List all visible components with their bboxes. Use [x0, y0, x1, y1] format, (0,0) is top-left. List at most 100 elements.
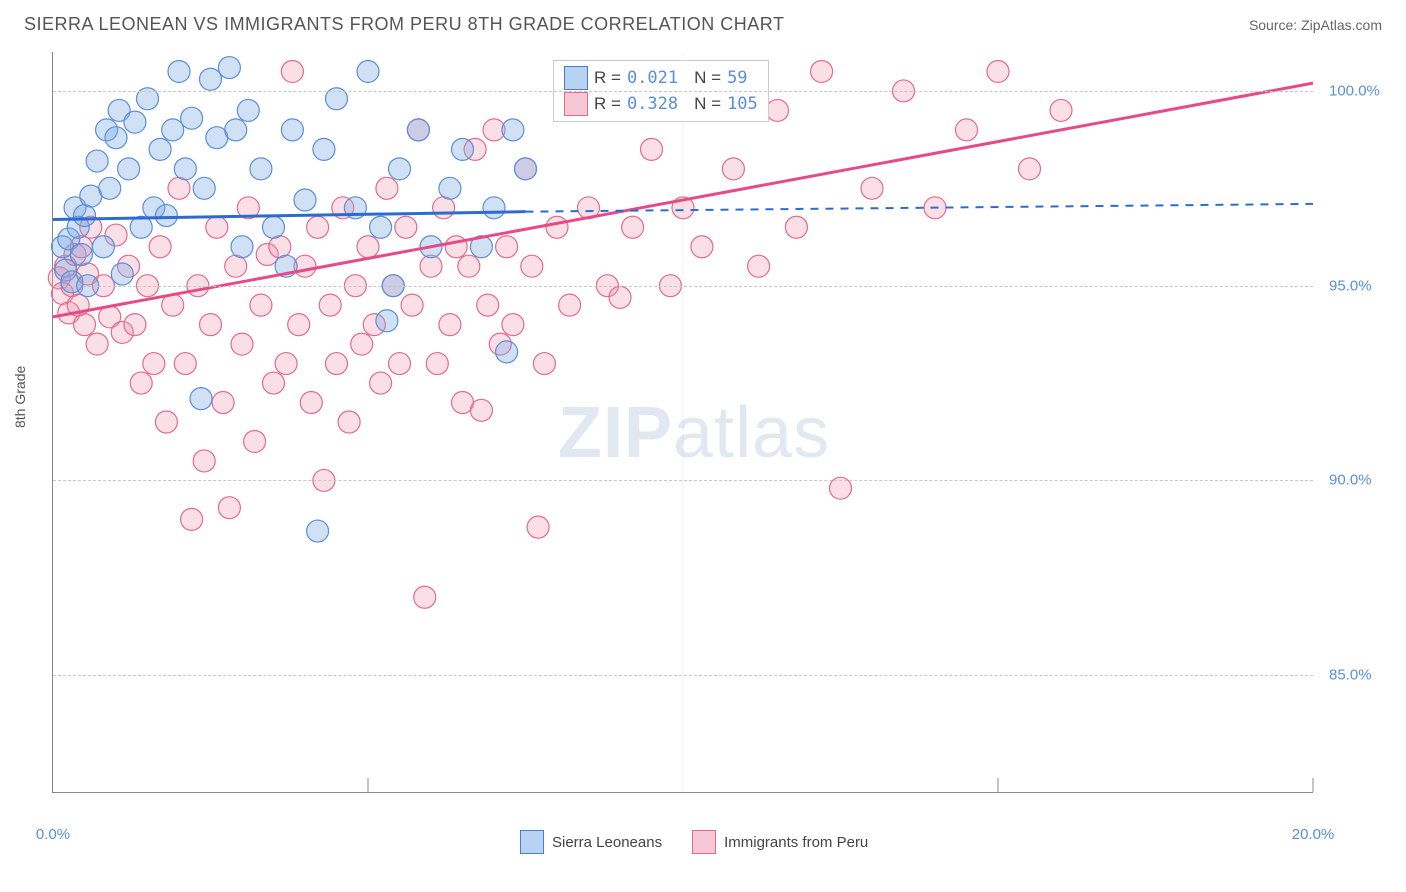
pink-point — [1050, 99, 1072, 121]
pink-point — [218, 497, 240, 519]
y-tick-label: 85.0% — [1329, 667, 1372, 684]
blue-point — [225, 119, 247, 141]
bottom-legend-item: Immigrants from Peru — [692, 830, 868, 854]
pink-point — [458, 255, 480, 277]
blue-point — [200, 68, 222, 90]
blue-point — [231, 236, 253, 258]
pink-point — [376, 177, 398, 199]
stats-r-value: 0.021 — [627, 65, 678, 91]
pink-point — [527, 516, 549, 538]
blue-point — [218, 57, 240, 79]
pink-point — [445, 236, 467, 258]
pink-point — [124, 314, 146, 336]
gridline-h — [53, 286, 1313, 287]
pink-point — [426, 353, 448, 375]
pink-point — [785, 216, 807, 238]
pink-point — [767, 99, 789, 121]
pink-point — [244, 430, 266, 452]
blue-point — [250, 158, 272, 180]
x-tick-label: 0.0% — [36, 826, 70, 843]
pink-point — [420, 255, 442, 277]
pink-point — [288, 314, 310, 336]
blue-point — [515, 158, 537, 180]
blue-point — [376, 310, 398, 332]
pink-point — [86, 333, 108, 355]
legend-swatch — [564, 92, 588, 116]
y-tick-label: 95.0% — [1329, 277, 1372, 294]
pink-point — [861, 177, 883, 199]
blue-point — [452, 138, 474, 160]
bottom-legend: Sierra Leoneans Immigrants from Peru — [520, 830, 868, 854]
pink-point — [622, 216, 644, 238]
pink-point — [722, 158, 744, 180]
blue-point — [313, 138, 335, 160]
blue-point — [502, 119, 524, 141]
blue-point — [370, 216, 392, 238]
pink-point — [143, 353, 165, 375]
blue-point — [124, 111, 146, 133]
y-tick-label: 90.0% — [1329, 472, 1372, 489]
legend-swatch — [564, 66, 588, 90]
blue-point — [174, 158, 196, 180]
pink-point — [174, 353, 196, 375]
stats-r-label: R = — [594, 91, 621, 117]
stats-r-value: 0.328 — [627, 91, 678, 117]
pink-point — [351, 333, 373, 355]
pink-point — [641, 138, 663, 160]
blue-trend-line — [53, 212, 526, 220]
bottom-legend-item: Sierra Leoneans — [520, 830, 662, 854]
chart-svg — [53, 52, 1313, 792]
gridline-h — [53, 675, 1313, 676]
pink-point — [231, 333, 253, 355]
pink-point — [502, 314, 524, 336]
blue-point — [86, 150, 108, 172]
legend-swatch — [520, 830, 544, 854]
blue-point — [162, 119, 184, 141]
stats-n-value: 105 — [727, 91, 758, 117]
pink-point — [250, 294, 272, 316]
pink-point — [433, 197, 455, 219]
blue-point — [496, 341, 518, 363]
blue-point — [389, 158, 411, 180]
pink-point — [389, 353, 411, 375]
pink-point — [281, 60, 303, 82]
pink-point — [609, 286, 631, 308]
stats-legend-row: R =0.021N = 59 — [564, 65, 758, 91]
blue-point — [111, 263, 133, 285]
chart-header: SIERRA LEONEAN VS IMMIGRANTS FROM PERU 8… — [24, 14, 1382, 35]
pink-point — [395, 216, 417, 238]
legend-label: Sierra Leoneans — [552, 834, 662, 851]
stats-n-label: N = — [694, 91, 721, 117]
pink-point — [168, 177, 190, 199]
gridline-h — [53, 480, 1313, 481]
pink-point — [149, 236, 171, 258]
blue-point — [439, 177, 461, 199]
blue-point — [281, 119, 303, 141]
legend-swatch — [692, 830, 716, 854]
blue-point — [190, 388, 212, 410]
pink-point — [319, 294, 341, 316]
pink-point — [326, 353, 348, 375]
blue-point — [193, 177, 215, 199]
pink-point — [74, 314, 96, 336]
blue-point — [294, 189, 316, 211]
blue-point — [307, 520, 329, 542]
pink-point — [496, 236, 518, 258]
pink-point — [200, 314, 222, 336]
blue-point — [70, 244, 92, 266]
blue-point — [168, 60, 190, 82]
pink-point — [521, 255, 543, 277]
pink-point — [155, 411, 177, 433]
pink-point — [811, 60, 833, 82]
pink-point — [414, 586, 436, 608]
plot-area: ZIPatlas R =0.021N = 59R =0.328N =105 85… — [52, 52, 1313, 793]
chart-title: SIERRA LEONEAN VS IMMIGRANTS FROM PERU 8… — [24, 14, 784, 35]
pink-point — [338, 411, 360, 433]
blue-point — [99, 177, 121, 199]
pink-point — [300, 392, 322, 414]
blue-point — [237, 99, 259, 121]
blue-point — [181, 107, 203, 129]
pink-point — [439, 314, 461, 336]
pink-point — [307, 216, 329, 238]
y-axis-label: 8th Grade — [12, 366, 28, 428]
